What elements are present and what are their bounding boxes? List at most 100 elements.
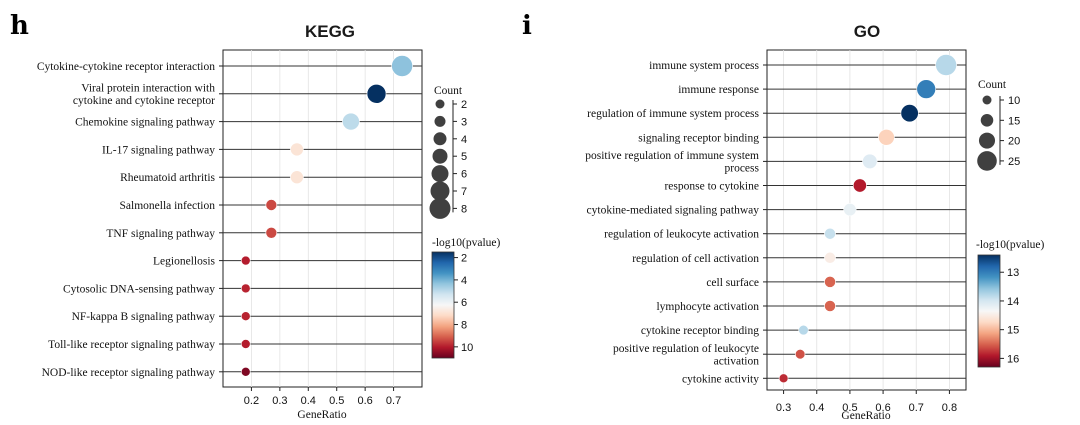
- go-grid: [783, 50, 950, 390]
- go-x-tick-label: 0.6: [875, 402, 890, 414]
- kegg-point: [240, 283, 251, 294]
- go-colorbar: [977, 254, 1001, 368]
- go-point: [824, 300, 836, 312]
- go-x-tick-label: 0.7: [909, 402, 924, 414]
- kegg-point: [240, 339, 251, 349]
- kegg-x-tick-label: 0.6: [357, 395, 372, 407]
- kegg-x-axis-label: GeneRatio: [297, 409, 346, 421]
- kegg-point: [265, 227, 278, 239]
- kegg-count-legend-dot: [431, 165, 449, 183]
- go-category-label: regulation of cell activation: [632, 253, 759, 265]
- go-count-legend-label: 10: [1008, 95, 1020, 107]
- go-point: [852, 178, 867, 193]
- go-x-axis-label: GeneRatio: [841, 410, 890, 422]
- go-point: [778, 373, 789, 384]
- kegg-category-label: Cytosolic DNA-sensing pathway: [63, 283, 215, 295]
- kegg-count-legend-label: 5: [461, 151, 467, 163]
- go-category-label: cell surface: [706, 277, 759, 289]
- kegg-pvalue-legend-title: -log10(pvalue): [432, 237, 501, 249]
- go-category-labels: immune system process immune response regu…: [585, 60, 759, 385]
- go-row-lines: [763, 64, 966, 379]
- kegg-count-legend-label: 2: [461, 99, 467, 111]
- kegg-point: [342, 112, 360, 131]
- kegg-point: [290, 170, 304, 184]
- go-category-label: immune system process: [649, 60, 759, 72]
- kegg-category-label: IL-17 signaling pathway: [102, 144, 215, 156]
- kegg-point: [290, 142, 304, 157]
- kegg-point: [240, 311, 251, 322]
- kegg-count-legend-title: Count: [434, 85, 463, 97]
- go-category-label: lymphocyte activation: [656, 301, 759, 313]
- kegg-points: [240, 55, 413, 377]
- kegg-point: [366, 84, 387, 104]
- go-category-label: positive regulation of immune system proc…: [585, 150, 759, 175]
- go-point: [824, 227, 836, 240]
- go-plot-frame: [766, 49, 967, 391]
- go-colorbar-label: 13: [1007, 267, 1019, 279]
- kegg-point: [265, 199, 278, 211]
- kegg-colorbar-label: 10: [461, 342, 473, 354]
- kegg-count-legend-dot: [429, 197, 451, 219]
- go-category-label: immune response: [678, 84, 759, 96]
- kegg-count-legend: Count 2 3 4 5 6 7 8: [429, 85, 467, 219]
- go-x-axis: 0.3 0.4 0.5 0.6 0.7 0.8: [776, 390, 957, 414]
- kegg-colorbar-label: 8: [461, 320, 467, 332]
- go-pvalue-legend: -log10(pvalue) 13 14 15 16: [976, 239, 1045, 368]
- go-category-label: positive regulation of leukocyte activati…: [613, 343, 759, 368]
- kegg-count-legend-dot: [433, 132, 447, 146]
- go-count-legend-label: 15: [1008, 115, 1020, 127]
- kegg-colorbar-label: 6: [461, 297, 467, 309]
- kegg-category-label: NOD-like receptor signaling pathway: [42, 367, 216, 379]
- kegg-category-label: Rheumatoid arthritis: [120, 172, 215, 184]
- kegg-count-legend-dot: [434, 115, 446, 127]
- go-point: [824, 251, 836, 264]
- kegg-x-tick-label: 0.5: [329, 395, 344, 407]
- go-count-legend-label: 20: [1008, 136, 1020, 148]
- kegg-category-label: Viral protein interaction with cytokine a…: [73, 83, 215, 108]
- go-x-tick-label: 0.8: [942, 402, 957, 414]
- go-point: [862, 153, 878, 170]
- kegg-row-lines: [219, 65, 422, 373]
- go-category-label: cytokine receptor binding: [641, 325, 759, 337]
- go-point: [795, 349, 806, 360]
- kegg-count-legend-label: 4: [461, 134, 467, 146]
- kegg-category-label: TNF signaling pathway: [106, 228, 215, 240]
- kegg-count-legend-label: 7: [461, 186, 467, 198]
- kegg-plot-frame: [222, 49, 423, 388]
- kegg-colorbar-label: 2: [461, 253, 467, 265]
- kegg-x-tick-label: 0.2: [244, 395, 259, 407]
- go-count-legend: Count 10 15 20 25: [977, 79, 1020, 171]
- go-point: [916, 79, 936, 99]
- go-x-tick-label: 0.5: [842, 402, 857, 414]
- kegg-category-label: Chemokine signaling pathway: [75, 117, 215, 129]
- kegg-count-legend-dot: [430, 181, 450, 201]
- go-point: [798, 324, 809, 336]
- panel-letter-i: i: [522, 11, 532, 41]
- kegg-point: [391, 55, 413, 77]
- kegg-point: [240, 366, 251, 377]
- kegg-x-axis: 0.2 0.3 0.4 0.5 0.6 0.7: [244, 387, 401, 407]
- kegg-count-legend-label: 8: [461, 203, 467, 215]
- panel-letter-h: h: [10, 11, 29, 41]
- kegg-category-label: Salmonella infection: [120, 200, 216, 212]
- go-colorbar-label: 15: [1007, 325, 1019, 337]
- kegg-colorbar: [431, 251, 455, 359]
- kegg-x-tick-label: 0.3: [272, 395, 287, 407]
- go-count-legend-dot: [980, 114, 994, 127]
- go-count-legend-title: Count: [978, 79, 1007, 91]
- kegg-category-label: Toll-like receptor signaling pathway: [48, 339, 215, 351]
- go-point: [935, 54, 957, 76]
- kegg-title: KEGG: [305, 22, 355, 41]
- go-category-label: response to cytokine: [664, 181, 759, 193]
- go-point: [843, 203, 857, 217]
- kegg-count-legend-label: 3: [461, 116, 467, 128]
- kegg-point: [240, 255, 251, 266]
- go-colorbar-label: 14: [1007, 296, 1019, 308]
- kegg-pvalue-legend: -log10(pvalue) 2 4 6 8 10: [431, 237, 501, 359]
- go-pvalue-legend-title: -log10(pvalue): [976, 239, 1045, 251]
- go-panel: GO immune system process immune response r…: [585, 22, 1044, 422]
- kegg-colorbar-label: 4: [461, 275, 467, 287]
- go-category-label: cytokine-mediated signaling pathway: [587, 205, 760, 217]
- go-count-legend-dot: [977, 151, 997, 171]
- go-point: [824, 276, 836, 288]
